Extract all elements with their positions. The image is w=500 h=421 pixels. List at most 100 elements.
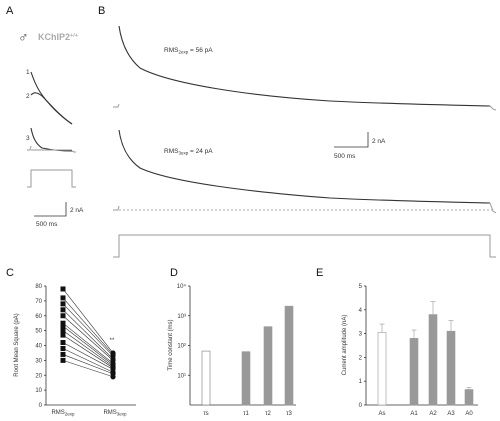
trace-label-2: 2 [26, 93, 30, 100]
trace-2exp [118, 25, 491, 107]
c-y-tick-label: 60 [35, 314, 42, 320]
c-y-tick-label: 30 [35, 358, 42, 364]
c-point-2exp [60, 320, 66, 326]
e-x-tick-label: As [378, 411, 385, 417]
c-pair-line [62, 360, 114, 378]
d-y-label: Time constant (ms) [168, 319, 174, 370]
trace-1 [30, 71, 73, 125]
e-y-tick-label: 4 [359, 308, 363, 314]
scale-current-a: 2 nA [70, 207, 84, 214]
c-x-label-2exp: RMS2exp [51, 410, 75, 417]
c-pair-line [62, 309, 114, 360]
d-x-tick-label: τ3 [286, 411, 292, 417]
panel-letter-d: D [170, 267, 178, 279]
trace-3exp [118, 129, 491, 204]
c-y-tick-label: 50 [35, 329, 42, 335]
e-y-tick-label: 1 [359, 379, 363, 385]
c-point-2exp [60, 307, 66, 313]
e-bars: As A1 A2 A3 A0 [377, 301, 474, 417]
c-point-2exp [60, 301, 66, 307]
e-y-tick-label: 2 [359, 355, 363, 361]
scale-current-b: 2 nA [372, 138, 386, 145]
e-bar [464, 389, 474, 406]
c-paired-points [60, 286, 116, 380]
c-point-2exp [60, 313, 66, 319]
e-bar [428, 314, 438, 406]
c-y-ticks: 0 10 20 30 40 50 60 70 80 [35, 284, 46, 409]
c-point-2exp [60, 357, 66, 363]
c-point-2exp [60, 323, 66, 329]
e-y-tick-label: 3 [359, 332, 363, 338]
genotype-label: KChIP2+/+ [38, 32, 78, 42]
c-point-3exp [110, 374, 116, 380]
e-bar [409, 338, 419, 406]
e-bar [446, 330, 456, 406]
c-y-tick-label: 40 [35, 344, 42, 350]
c-point-2exp [60, 295, 66, 301]
panel-d: D 10¹ 10² 10³ 10⁴ Time constant (ms) τs τ1 τ2… [168, 267, 296, 417]
e-y-tick-label: 5 [359, 284, 363, 290]
panel-b: B RMS2exp = 56 pA RMS3exp = 24 pA 2 nA 5… [98, 5, 497, 258]
trace-label-1: 1 [26, 69, 30, 76]
c-pair-line [62, 303, 114, 357]
c-pair-line [62, 325, 114, 366]
e-y-label: Current amplitude (nA) [342, 315, 348, 376]
c-point-2exp [60, 328, 66, 334]
c-pair-line [62, 348, 114, 373]
d-x-tick-label: τ2 [265, 411, 271, 417]
d-x-tick-label: τ1 [243, 411, 249, 417]
c-y-tick-label: 10 [35, 388, 42, 394]
panel-letter-e: E [316, 267, 323, 279]
trace-label-3: 3 [26, 135, 30, 142]
scale-time-b: 500 ms [334, 153, 356, 160]
c-x-label-3exp: RMS3exp [103, 410, 127, 417]
c-pair-line [62, 342, 114, 370]
e-y-ticks: 0 1 2 3 4 5 [359, 284, 366, 409]
c-pair-line [62, 330, 114, 367]
c-pair-line [62, 297, 114, 355]
c-point-2exp [60, 286, 66, 292]
trace-3 [30, 127, 73, 152]
fit-label-3exp: RMS3exp = 24 pA [164, 148, 213, 156]
e-x-tick-label: A3 [447, 411, 455, 417]
trace-2 [30, 92, 73, 125]
male-symbol-icon: ♂ [18, 29, 29, 45]
c-pair-line [62, 354, 114, 375]
panel-c: C 0 10 20 30 40 50 60 70 80 Root Mean Square (pA… [6, 267, 136, 417]
scale-time-a: 500 ms [36, 221, 58, 228]
c-significance: ** [110, 338, 115, 344]
d-y-tick-label: 10¹ [177, 373, 186, 379]
c-y-tick-label: 0 [39, 403, 43, 409]
c-y-tick-label: 80 [35, 284, 42, 290]
panel-e: E 0 1 2 3 4 5 Current amplitude (nA) As A1 A2 A3… [316, 267, 478, 417]
d-bars: τs τ1 τ2 τ3 [201, 305, 294, 417]
scale-bar-b [334, 132, 369, 148]
panel-a-traces [27, 71, 76, 153]
c-point-2exp [60, 332, 66, 338]
d-bar [241, 351, 251, 406]
d-y-tick-label: 10³ [177, 314, 186, 320]
c-y-tick-label: 70 [35, 299, 42, 305]
e-x-tick-label: A2 [429, 411, 437, 417]
c-pair-line [62, 315, 114, 361]
fit-label-2exp: RMS2exp = 56 pA [164, 47, 213, 55]
panel-a: A ♂ KChIP2+/+ 1 2 3 2 nA 500 ms [6, 5, 84, 228]
c-pair-line [62, 322, 114, 364]
d-y-tick-label: 10⁴ [177, 283, 187, 290]
e-x-tick-label: A0 [465, 411, 473, 417]
c-pair-line [62, 334, 114, 369]
voltage-protocol-b [113, 234, 496, 258]
c-pair-line [62, 288, 114, 354]
d-bar [263, 326, 273, 406]
panel-letter-c: C [6, 267, 14, 279]
d-bar [284, 305, 294, 406]
c-point-2exp [60, 351, 66, 357]
c-point-2exp [60, 340, 66, 346]
voltage-protocol-a [27, 169, 76, 188]
c-y-tick-label: 20 [35, 373, 42, 379]
e-bar [377, 332, 387, 406]
d-bar [201, 350, 211, 406]
d-y-tick-label: 10² [177, 344, 186, 350]
e-y-tick-label: 0 [359, 403, 363, 409]
